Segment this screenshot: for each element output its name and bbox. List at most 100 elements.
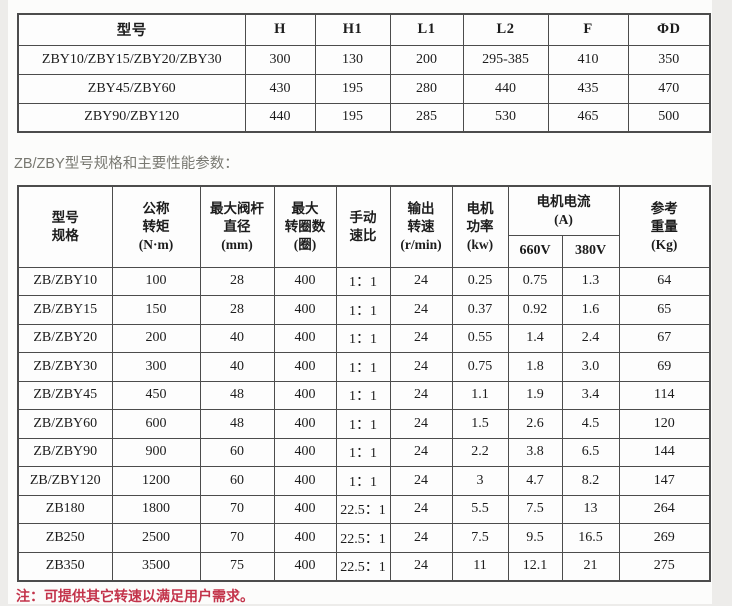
intro-text: ZB/ZBY型号规格和主要性能参数：: [14, 156, 239, 172]
performance-row: ZB/ZBY15 150 28 400 1：1 24 0.37 0.92 1.6 65: [17, 295, 711, 325]
performance-row: ZB/ZBY120 1200 60 400 1：1 24 3 4.7 8.2 147: [17, 466, 711, 496]
performance-row: ZB180 1800 70 400 22.5：1 24 5.5 7.5 13 264: [17, 494, 711, 524]
performance-row: ZB250 2500 70 400 22.5：1 24 7.5 9.5 16.5 269: [17, 523, 711, 553]
table-cell: 5.5: [451, 494, 509, 524]
table-cell: 400: [273, 352, 337, 382]
table-cell: 1：1: [335, 323, 391, 353]
table-cell: ZB/ZBY60: [17, 409, 113, 439]
table-cell: ZBY10/ZBY15/ZBY20/ZBY30: [17, 44, 246, 75]
performance-header-row-2: 660V 380V: [18, 234, 710, 268]
table-cell: 1：1: [335, 466, 391, 496]
table-cell: 280: [389, 73, 464, 104]
table-cell: 195: [314, 73, 391, 104]
table-cell: 1.6: [561, 295, 620, 325]
table-cell: 24: [389, 266, 453, 296]
table-cell: 400: [273, 295, 337, 325]
table-cell: 150: [111, 295, 201, 325]
table-cell: 48: [199, 409, 275, 439]
table-cell: 430: [244, 73, 316, 104]
table-cell: 11: [451, 551, 509, 581]
table-cell: 1800: [111, 494, 201, 524]
table-cell: 40: [199, 352, 275, 382]
table-cell: 300: [111, 352, 201, 382]
table-cell: 1.1: [451, 380, 509, 410]
column-header-torque: 公称 转矩 (N·m): [111, 185, 201, 268]
table-cell: 470: [627, 73, 711, 104]
table-cell: 60: [199, 437, 275, 467]
table-cell: 24: [389, 352, 453, 382]
table-cell: 465: [547, 102, 629, 133]
table-cell: ZB/ZBY10: [17, 266, 113, 296]
performance-row: ZB/ZBY20 200 40 400 1：1 24 0.55 1.4 2.4 67: [17, 323, 711, 353]
table-cell: 400: [273, 266, 337, 296]
table-cell: 3: [451, 466, 509, 496]
column-header-max-turns: 最大 转圈数 (圈): [273, 185, 337, 268]
table-cell: 9.5: [507, 523, 563, 553]
table-cell: 0.75: [451, 352, 509, 382]
column-header-l2: L2: [462, 13, 549, 46]
table-cell: 13: [561, 494, 620, 524]
dimensions-row: ZBY10/ZBY15/ZBY20/ZBY30 300 130 200 295-385 4…: [17, 44, 711, 75]
table-cell: 1.8: [507, 352, 563, 382]
column-header-l1: L1: [389, 13, 464, 46]
table-cell: 2.6: [507, 409, 563, 439]
table-cell: 3.4: [561, 380, 620, 410]
table-cell: 3.8: [507, 437, 563, 467]
table-cell: 0.92: [507, 295, 563, 325]
table-cell: ZBY90/ZBY120: [17, 102, 246, 133]
column-header-h1: H1: [314, 13, 391, 46]
table-cell: 4.7: [507, 466, 563, 496]
column-header-output-speed: 输出 转速 (r/min): [389, 185, 453, 268]
performance-row: ZB/ZBY45 450 48 400 1：1 24 1.1 1.9 3.4 114: [17, 380, 711, 410]
column-header-motor-current: 电机电流 (A): [507, 185, 620, 236]
performance-row: ZB350 3500 75 400 22.5：1 24 11 12.1 21 275: [17, 551, 711, 581]
table-cell: ZB/ZBY30: [17, 352, 113, 382]
table-cell: 69: [618, 352, 711, 382]
table-cell: ZBY45/ZBY60: [17, 73, 246, 104]
column-header-stem-diameter: 最大阀杆 直径 (mm): [199, 185, 275, 268]
table-cell: 70: [199, 494, 275, 524]
content-panel: 型号 H H1 L1 L2 F ΦD ZBY10/ZBY15/ZBY20/ZBY…: [8, 0, 712, 605]
column-header-660v: 660V: [507, 234, 563, 268]
table-cell: ZB250: [17, 523, 113, 553]
table-cell: 350: [627, 44, 711, 75]
table-cell: 1：1: [335, 266, 391, 296]
table-cell: 114: [618, 380, 711, 410]
table-cell: 120: [618, 409, 711, 439]
table-cell: 440: [462, 73, 549, 104]
table-cell: 400: [273, 494, 337, 524]
table-cell: 70: [199, 523, 275, 553]
table-cell: 8.2: [561, 466, 620, 496]
table-cell: 400: [273, 437, 337, 467]
footnote-text: 注：可提供其它转速以满足用户需求。: [16, 589, 254, 605]
table-cell: 1：1: [335, 409, 391, 439]
table-cell: 200: [389, 44, 464, 75]
table-cell: 28: [199, 295, 275, 325]
table-cell: 16.5: [561, 523, 620, 553]
table-cell: 2.4: [561, 323, 620, 353]
table-cell: 75: [199, 551, 275, 581]
table-cell: 24: [389, 494, 453, 524]
table-cell: 264: [618, 494, 711, 524]
table-cell: 285: [389, 102, 464, 133]
table-cell: 22.5：1: [335, 523, 391, 553]
table-cell: 100: [111, 266, 201, 296]
table-cell: 1：1: [335, 380, 391, 410]
table-cell: 1.9: [507, 380, 563, 410]
table-cell: 65: [618, 295, 711, 325]
table-cell: 12.1: [507, 551, 563, 581]
table-cell: 400: [273, 323, 337, 353]
table-cell: 450: [111, 380, 201, 410]
table-cell: 2.2: [451, 437, 509, 467]
table-cell: 24: [389, 551, 453, 581]
table-cell: 0.55: [451, 323, 509, 353]
table-cell: ZB/ZBY45: [17, 380, 113, 410]
column-header-380v: 380V: [561, 234, 620, 268]
column-header-model: 型号: [17, 13, 246, 46]
table-cell: 24: [389, 409, 453, 439]
table-cell: 0.25: [451, 266, 509, 296]
table-cell: 1.5: [451, 409, 509, 439]
table-cell: 147: [618, 466, 711, 496]
table-cell: ZB/ZBY90: [17, 437, 113, 467]
table-cell: ZB350: [17, 551, 113, 581]
